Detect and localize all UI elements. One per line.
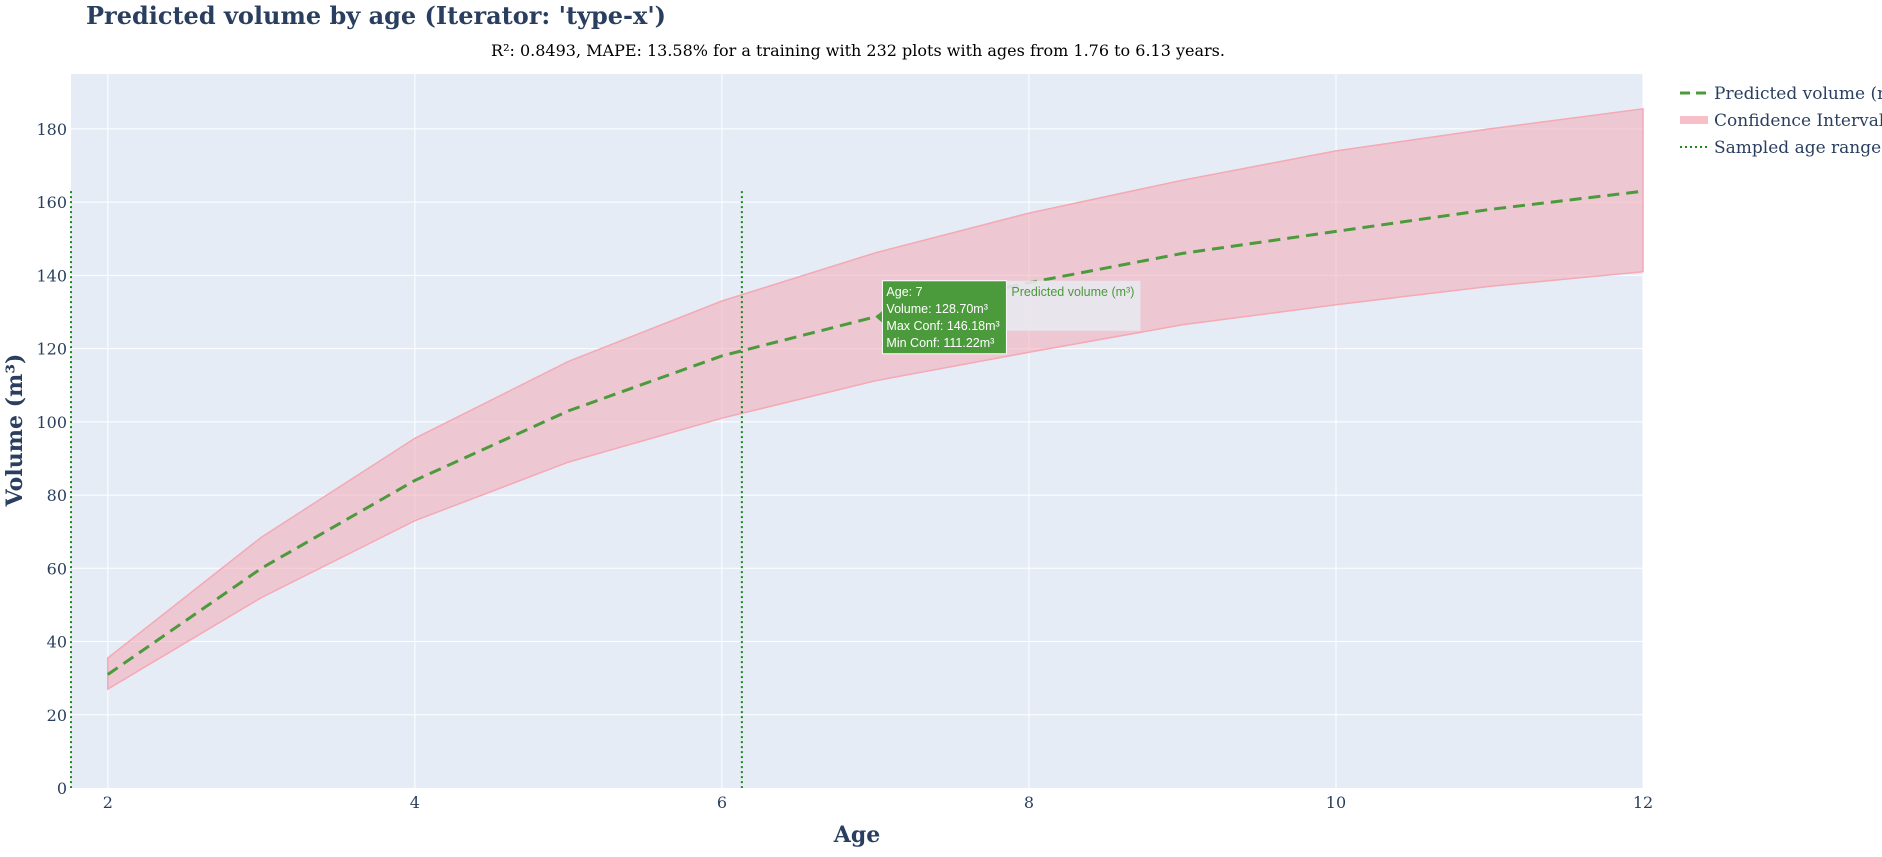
legend-item-predicted-volume[interactable]: Predicted volume (m³)	[1680, 84, 1882, 104]
predicted-volume-point[interactable]	[411, 476, 419, 484]
y-tick-label: 80	[47, 486, 67, 505]
x-tick-label: 2	[103, 793, 113, 812]
hover-trace-name: Predicted volume (m³)	[1011, 285, 1134, 299]
predicted-volume-point[interactable]	[1639, 187, 1647, 195]
y-tick-label: 20	[47, 706, 67, 725]
confidence-band	[107, 107, 1644, 691]
predicted-volume-line	[106, 189, 1644, 676]
x-tick-label: 10	[1326, 793, 1346, 812]
predicted-volume-point[interactable]	[564, 407, 572, 415]
x-tick-label: 6	[717, 793, 727, 812]
hover-pointer	[875, 310, 883, 323]
legend-item-confidence-interval[interactable]: Confidence Interval	[1680, 111, 1882, 131]
hover-line: Volume: 128.70m³	[886, 302, 987, 316]
legend-label: Predicted volume (m³)	[1714, 84, 1882, 104]
y-tick-label: 160	[36, 193, 67, 212]
predicted-volume-point[interactable]	[718, 352, 726, 360]
y-tick-label: 40	[47, 633, 67, 652]
y-tick-label: 0	[57, 779, 67, 798]
predicted-volume-point[interactable]	[1178, 249, 1186, 257]
hover-line: Age: 7	[886, 285, 922, 299]
y-tick-label: 120	[36, 340, 67, 359]
y-axis-title: Volume (m³)	[2, 354, 28, 508]
legend-label: Sampled age range	[1714, 138, 1881, 158]
predicted-volume-point[interactable]	[257, 564, 265, 572]
hover-line: Min Conf: 111.22m³	[886, 336, 994, 350]
y-tick-label: 60	[47, 559, 67, 578]
legend: Predicted volume (m³) Confidence Interval…	[1680, 84, 1882, 158]
predicted-volume-point[interactable]	[1332, 227, 1340, 235]
chart-subtitle: R²: 0.8493, MAPE: 13.58% for a training …	[491, 41, 1225, 60]
x-tick-label: 12	[1633, 793, 1653, 812]
predicted-volume-point[interactable]	[1485, 205, 1493, 213]
chart-title: Predicted volume by age (Iterator: 'type…	[86, 1, 666, 30]
legend-label: Confidence Interval	[1714, 111, 1882, 131]
legend-item-sampled-age-range[interactable]: Sampled age range	[1680, 138, 1881, 158]
hover-line: Max Conf: 146.18m³	[886, 319, 999, 333]
y-tick-label: 140	[36, 266, 67, 285]
y-tick-label: 100	[36, 413, 67, 432]
x-tick-label: 8	[1024, 793, 1034, 812]
hover-name-box	[1006, 280, 1141, 331]
x-tick-label: 4	[410, 793, 420, 812]
y-tick-label: 180	[36, 120, 67, 139]
predicted-volume-point[interactable]	[104, 670, 112, 678]
legend-swatch-band	[1680, 116, 1708, 124]
x-axis-title: Age	[833, 822, 880, 848]
